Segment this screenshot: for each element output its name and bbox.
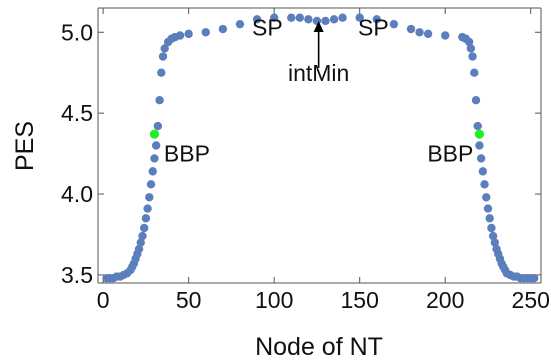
data-point xyxy=(138,231,147,241)
data-point xyxy=(252,15,262,24)
data-point xyxy=(441,31,450,40)
y-tick-label: 3.5 xyxy=(61,262,93,288)
data-point xyxy=(151,141,161,150)
y-tick-label: 4.5 xyxy=(61,100,93,126)
highlight-point xyxy=(149,129,160,139)
y-tick-label: 4.0 xyxy=(61,181,93,207)
x-tick-label: 200 xyxy=(426,287,464,313)
data-point xyxy=(146,180,156,189)
data-point xyxy=(466,44,476,53)
data-point xyxy=(471,96,481,105)
data-point xyxy=(160,44,169,53)
data-point xyxy=(423,29,433,39)
data-point xyxy=(218,24,228,34)
x-tick-label: 50 xyxy=(176,287,202,313)
data-point xyxy=(153,121,163,131)
data-point xyxy=(476,154,486,163)
data-point xyxy=(148,167,157,176)
data-point xyxy=(485,214,494,223)
x-tick-label: 0 xyxy=(97,287,110,313)
data-point xyxy=(483,204,493,213)
data-point xyxy=(355,13,364,22)
axis-ticks: 0 50 100 150 200 250 3.5 4.0 4.5 5.0 xyxy=(61,8,550,313)
data-point xyxy=(482,193,491,202)
data-point xyxy=(157,68,166,77)
highlight-point xyxy=(474,129,485,139)
data-point xyxy=(475,141,484,150)
highlighted-points xyxy=(149,129,485,139)
annotation-label: SP xyxy=(252,15,283,41)
data-point xyxy=(141,214,151,223)
data-point xyxy=(372,15,381,24)
x-tick-label: 250 xyxy=(512,287,550,313)
data-point xyxy=(389,19,399,29)
annotation-label: SP xyxy=(358,15,389,41)
plot-frame xyxy=(97,7,542,284)
y-tick-label: 5.0 xyxy=(61,19,93,45)
data-point xyxy=(155,96,164,105)
data-point xyxy=(139,223,149,233)
data-point xyxy=(145,193,154,202)
data-point xyxy=(287,13,296,22)
data-point xyxy=(338,13,347,22)
data-point xyxy=(473,121,482,131)
data-point xyxy=(184,29,193,39)
data-point xyxy=(406,24,416,34)
data-point xyxy=(468,52,477,61)
data-point xyxy=(464,37,474,47)
data-point xyxy=(150,154,159,163)
data-point xyxy=(136,238,145,247)
annotation-label: BBP xyxy=(427,141,473,167)
data-point xyxy=(488,231,498,241)
data-point xyxy=(295,13,305,22)
annotation-label: BBP xyxy=(164,141,210,167)
data-point xyxy=(529,273,539,283)
data-points xyxy=(102,13,539,283)
data-point xyxy=(321,16,330,26)
arrow-head xyxy=(313,20,324,32)
x-axis-label: Node of NT xyxy=(255,333,383,361)
data-point xyxy=(175,31,185,40)
data-point xyxy=(304,15,313,24)
data-point xyxy=(415,28,424,37)
data-point xyxy=(235,19,245,29)
data-point xyxy=(269,13,279,22)
data-point xyxy=(487,223,496,233)
data-point xyxy=(134,244,144,254)
x-tick-label: 100 xyxy=(255,287,293,313)
data-point xyxy=(143,204,152,213)
data-point xyxy=(490,238,500,247)
data-point xyxy=(470,68,479,77)
data-point xyxy=(158,52,168,61)
data-point xyxy=(478,167,488,176)
x-tick-label: 150 xyxy=(341,287,379,313)
y-axis-label: PES xyxy=(11,121,39,171)
data-point xyxy=(201,28,210,37)
data-point xyxy=(480,180,489,189)
data-point xyxy=(329,15,339,24)
